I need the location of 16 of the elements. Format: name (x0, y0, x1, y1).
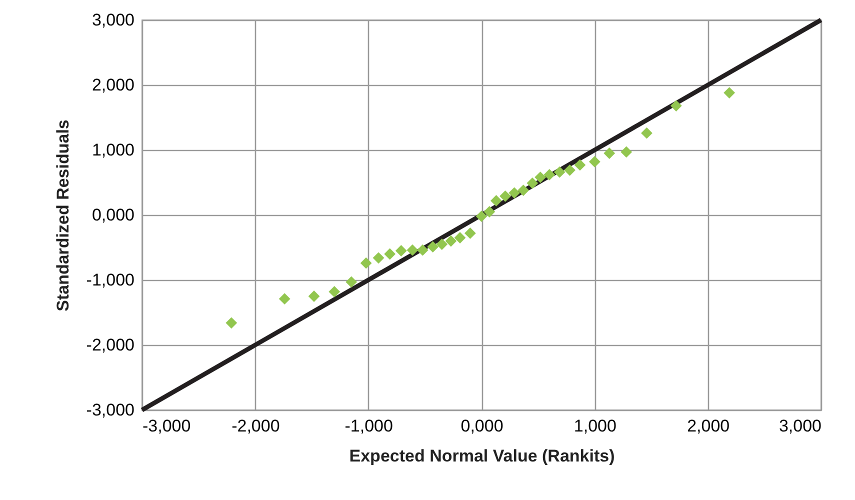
y-tick-label: 2,000 (92, 76, 134, 94)
y-tick-label: 3,000 (92, 10, 134, 30)
x-tick-label: -3,000 (142, 416, 191, 436)
y-tick-label: -2,000 (86, 336, 134, 354)
x-tick-label: 1,000 (574, 416, 616, 436)
y-axis-title: Standardized Residuals (53, 120, 72, 312)
x-tick-label: 2,000 (687, 416, 730, 436)
x-tick-label: -2,000 (232, 416, 280, 436)
x-tick-label: -1,000 (344, 416, 393, 436)
x-axis-title: Expected Normal Value (Rankits) (349, 446, 615, 466)
x-tick-label: 0,000 (460, 416, 504, 436)
y-tick-label: -3,000 (86, 400, 134, 420)
y-tick-label: 0,000 (92, 206, 134, 224)
y-tick-label: 1,000 (92, 140, 134, 160)
y-tick-label: -1,000 (86, 270, 134, 290)
x-tick-label: 3,000 (778, 416, 822, 436)
